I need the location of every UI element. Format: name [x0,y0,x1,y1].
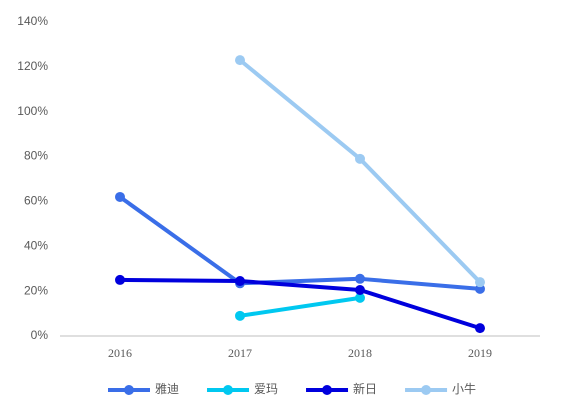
y-tick-label: 140% [17,14,48,28]
legend-label: 新日 [353,381,377,396]
series-line [118,195,481,291]
legend-marker [124,385,134,395]
data-point [115,274,125,285]
legend-marker [223,385,234,395]
series-line [119,277,481,331]
data-point [355,153,365,164]
legend-label: 雅迪 [155,381,179,396]
data-point [355,285,365,296]
data-point [355,292,365,303]
data-point [355,273,365,284]
data-point [115,191,125,202]
legend-label: 小牛 [452,381,476,396]
y-tick-label: 60% [24,194,48,208]
data-point [475,277,485,288]
legend-marker [421,385,432,395]
legend-label: 爱玛 [254,382,278,396]
data-point [235,276,245,287]
y-tick-label: 40% [24,238,48,252]
legend-marker [322,385,333,395]
x-tick-label: 2018 [348,346,372,360]
y-tick-label: 20% [24,283,48,297]
y-tick-label: 120% [17,59,48,73]
series-line [239,295,361,318]
x-tick-label: 2017 [228,346,252,360]
data-point [235,310,245,321]
data-point [235,55,245,66]
series-line [238,58,482,284]
y-tick-label: 80% [24,149,48,163]
x-tick-label: 2016 [108,346,132,360]
y-tick-label: 0% [31,328,49,342]
y-tick-label: 100% [17,104,48,118]
x-tick-label: 2019 [468,346,492,360]
data-point [475,323,485,334]
